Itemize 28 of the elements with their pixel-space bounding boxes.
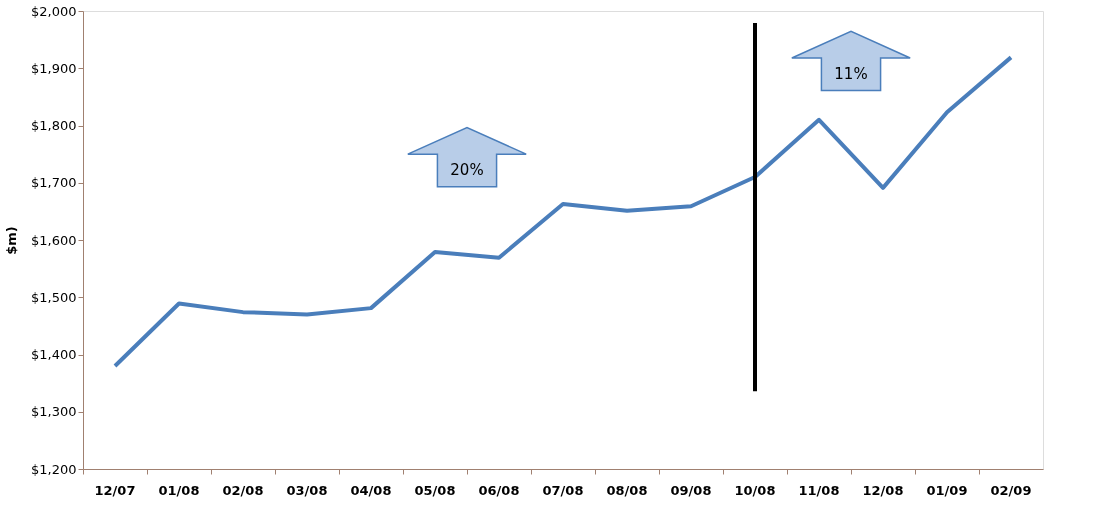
y-tick-label: $1,600 (31, 232, 77, 248)
x-tick-label: 03/08 (286, 482, 328, 498)
y-tick-label: $2,000 (31, 3, 77, 19)
x-tick-label: 01/08 (158, 482, 200, 498)
y-tick-label: $1,500 (31, 289, 77, 305)
y-tick-label: $1,400 (31, 347, 77, 362)
x-tick-label: 07/08 (542, 482, 584, 498)
y-tick-label: $1,300 (31, 404, 77, 420)
y-tick-label: $1,800 (31, 118, 77, 133)
x-tick-label: 10/08 (734, 482, 776, 498)
y-tick-label: $1,200 (31, 461, 77, 477)
x-tick-label: 12/07 (94, 482, 136, 498)
annotation: 20% (450, 161, 484, 180)
x-tick-label: 12/08 (862, 482, 904, 498)
y-tick-label: $1,700 (31, 175, 77, 191)
x-tick-label: 05/08 (414, 482, 456, 498)
x-tick-label: 02/09 (990, 482, 1032, 498)
x-tick-label: 04/08 (350, 482, 392, 498)
x-tick-label: 02/08 (222, 482, 264, 498)
x-tick-label: 11/08 (798, 482, 840, 498)
x-tick-label: 01/09 (926, 482, 968, 498)
annotation: 11% (834, 64, 868, 83)
x-tick-label: 06/08 (478, 482, 520, 498)
line-series (113, 55, 1013, 368)
x-tick-label: 08/08 (606, 482, 648, 498)
y-tick-label: $1,900 (31, 60, 77, 76)
x-tick-label: 09/08 (670, 482, 712, 498)
y-axis-title: $m) (4, 226, 20, 255)
